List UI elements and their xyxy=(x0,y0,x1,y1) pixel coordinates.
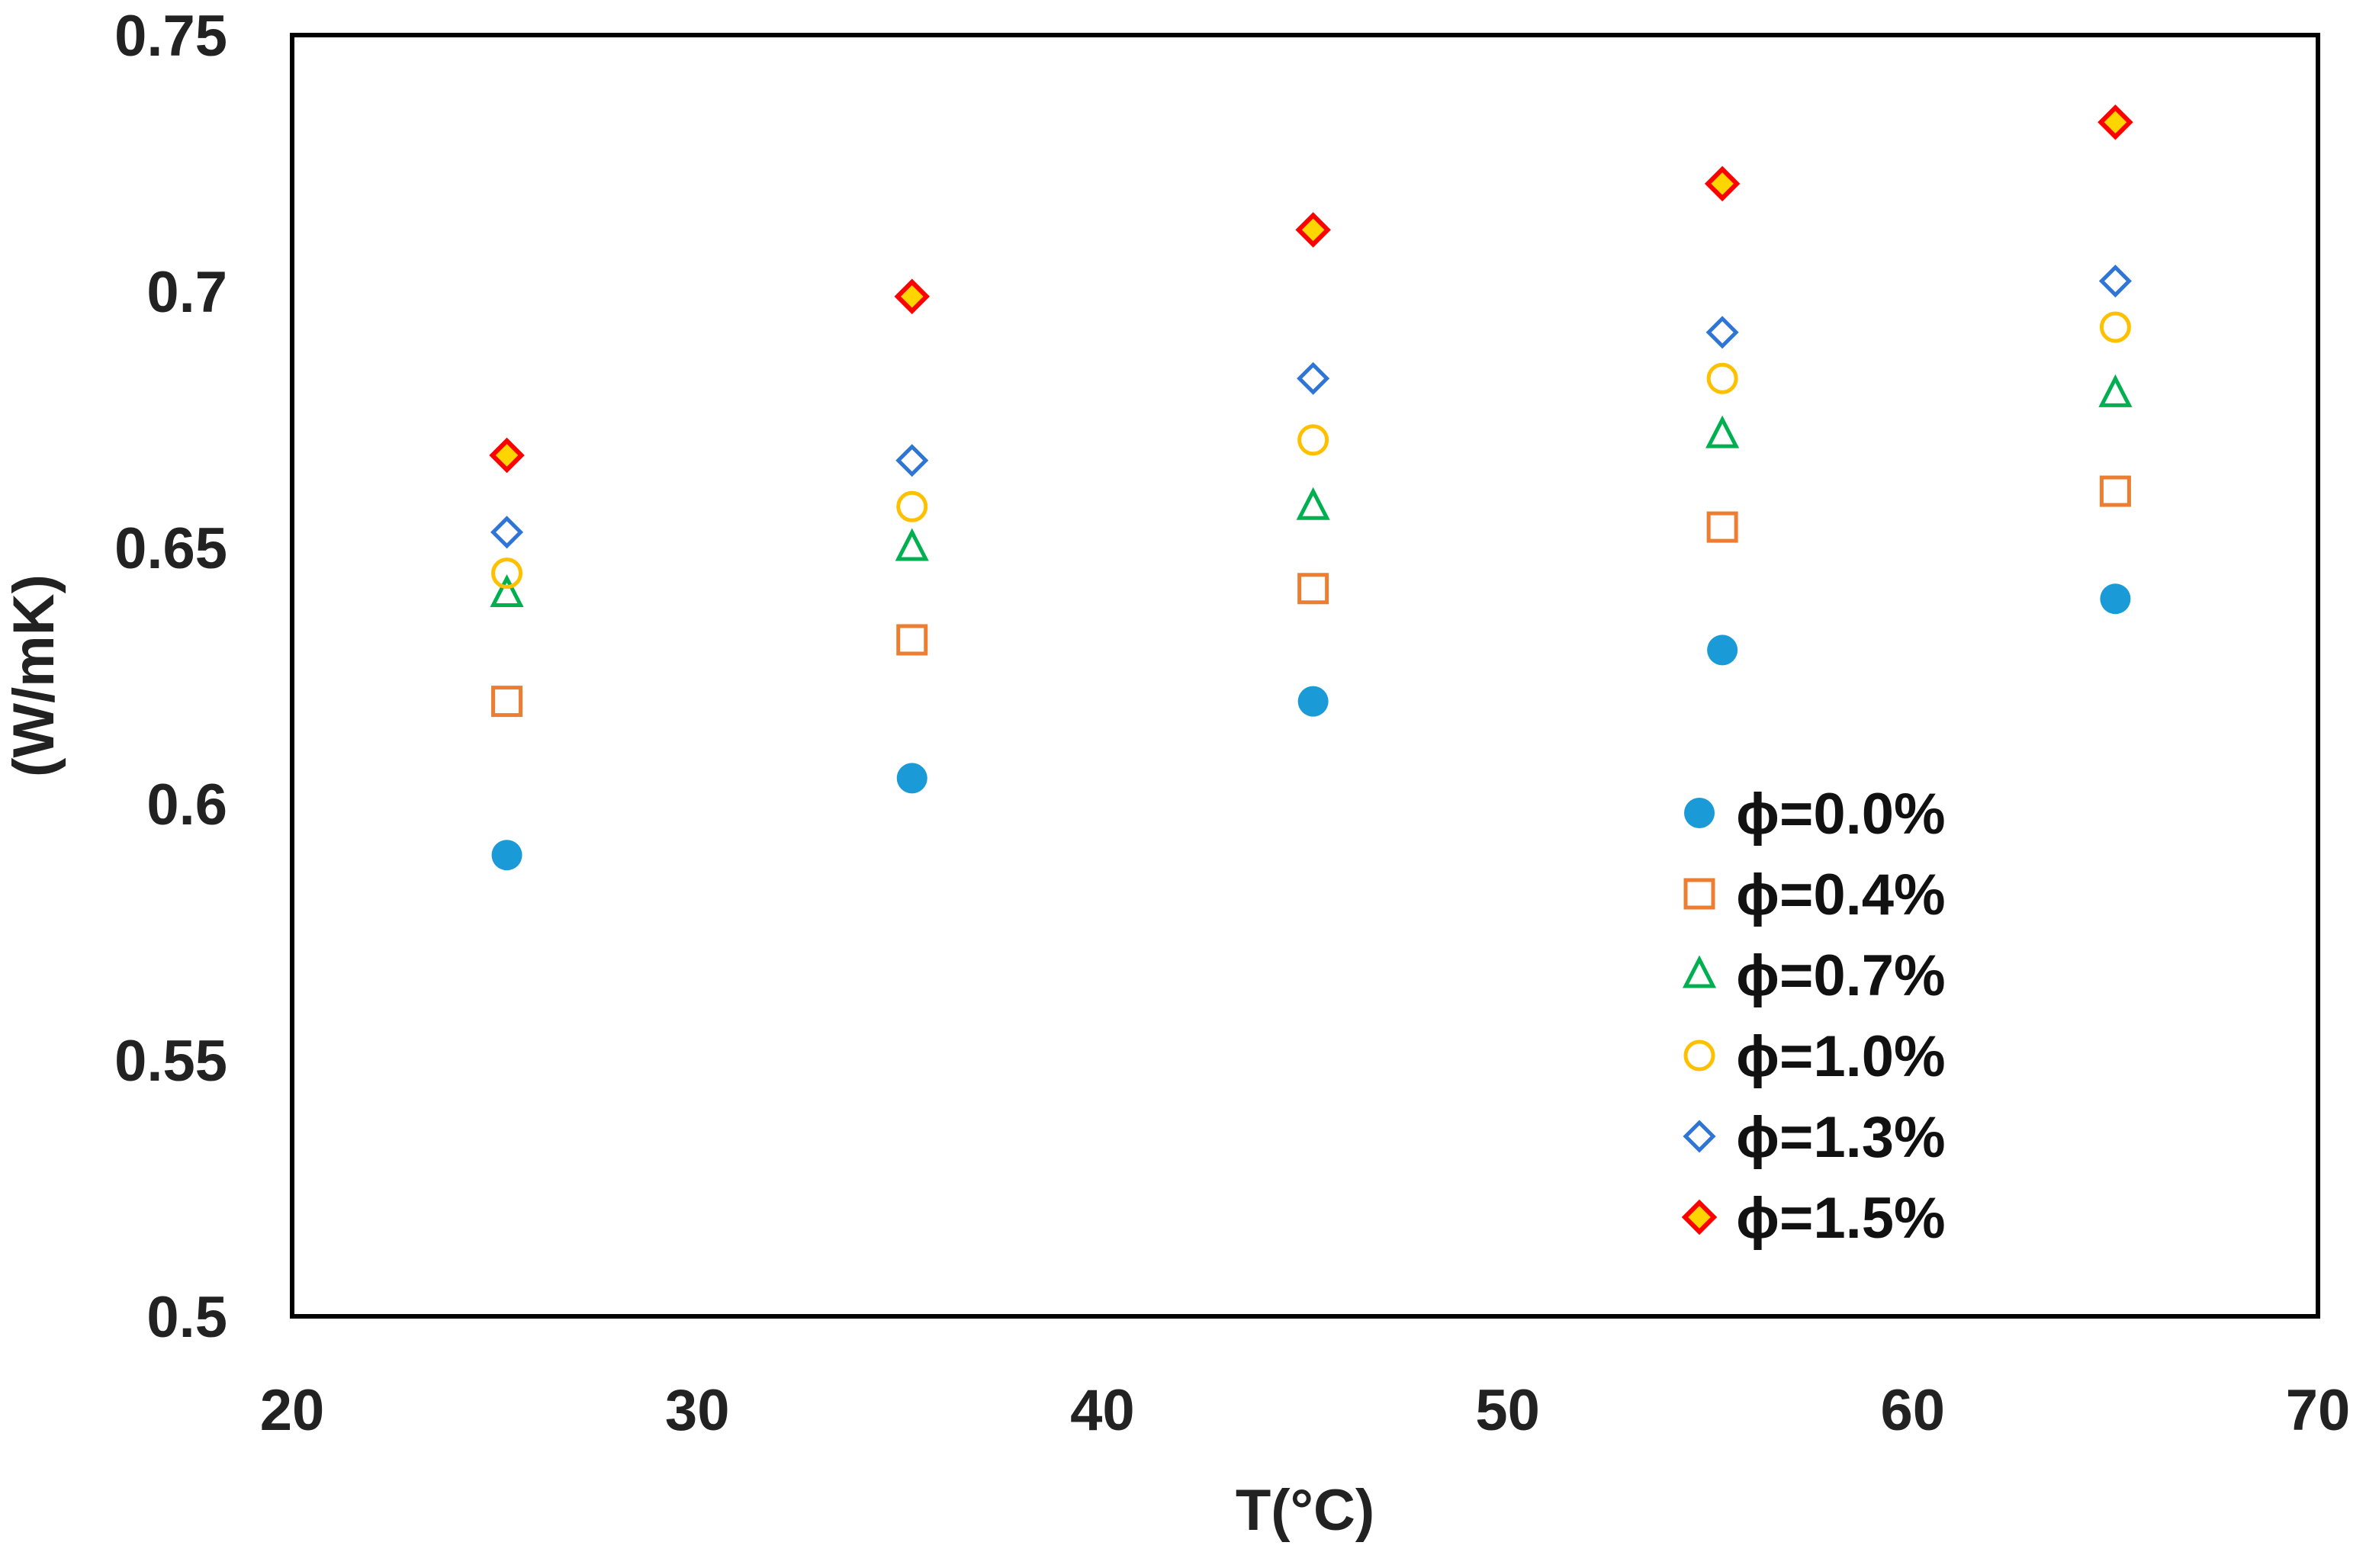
data-point xyxy=(2098,374,2133,407)
data-point xyxy=(895,444,929,477)
data-point xyxy=(2098,104,2133,140)
legend-marker xyxy=(1683,878,1715,910)
legend: ϕ=0.0% ϕ=0.4% ϕ=0.7% ϕ=1.0% ϕ=1.3% ϕ=1.5% xyxy=(1681,782,1946,1251)
data-point xyxy=(1297,573,1329,605)
y-tick-label: 0.55 xyxy=(114,1029,227,1094)
data-point xyxy=(489,437,525,474)
data-point xyxy=(491,557,523,590)
data-point xyxy=(2099,311,2131,343)
data-point xyxy=(1706,511,1738,543)
data-point xyxy=(1705,316,1739,349)
y-axis-title: (W/mK) xyxy=(2,574,66,777)
data-point xyxy=(1706,362,1738,394)
x-tick-label: 30 xyxy=(665,1378,730,1443)
y-tick-label: 0.6 xyxy=(146,773,227,837)
data-point xyxy=(894,278,930,314)
data-point xyxy=(491,686,523,718)
legend-label: ϕ=0.4% xyxy=(1736,863,1946,927)
legend-label: ϕ=1.0% xyxy=(1736,1024,1946,1089)
data-point xyxy=(896,490,928,522)
data-point xyxy=(1297,686,1329,717)
legend-marker xyxy=(1683,1039,1715,1072)
x-tick-label: 60 xyxy=(1881,1378,1946,1443)
data-point xyxy=(491,840,522,871)
x-tick-label: 50 xyxy=(1475,1378,1540,1443)
legend-marker xyxy=(1682,955,1717,988)
data-point xyxy=(1705,415,1740,448)
data-point xyxy=(490,574,524,607)
y-tick-label: 0.5 xyxy=(146,1285,227,1350)
x-tick-label: 70 xyxy=(2286,1378,2351,1443)
data-point xyxy=(1297,424,1329,456)
legend-label: ϕ=0.7% xyxy=(1736,943,1946,1008)
y-axis-tick-labels: 0.5 0.55 0.6 0.65 0.7 0.75 xyxy=(114,4,227,1350)
data-point xyxy=(2099,475,2131,507)
data-point xyxy=(490,516,524,549)
x-axis-tick-labels: 20 30 40 50 60 70 xyxy=(260,1378,2351,1443)
legend-marker xyxy=(1684,798,1715,828)
data-point xyxy=(1296,487,1330,520)
data-point xyxy=(2098,265,2132,298)
data-point xyxy=(1707,635,1738,666)
x-axis-title: T(°C) xyxy=(1236,1478,1374,1543)
data-point xyxy=(896,763,927,794)
legend-marker xyxy=(1683,1120,1716,1153)
plot-frame xyxy=(290,33,2320,1319)
y-tick-label: 0.65 xyxy=(114,516,227,581)
x-tick-label: 40 xyxy=(1070,1378,1135,1443)
data-point xyxy=(1297,361,1330,395)
data-point xyxy=(2100,583,2131,615)
legend-label: ϕ=0.0% xyxy=(1736,782,1946,847)
data-point xyxy=(895,528,929,561)
data-point xyxy=(1704,165,1741,202)
y-tick-label: 0.75 xyxy=(114,4,227,69)
data-point xyxy=(1295,212,1331,248)
legend-label: ϕ=1.5% xyxy=(1736,1186,1946,1251)
data-points xyxy=(489,104,2133,871)
y-tick-label: 0.7 xyxy=(146,260,227,325)
data-point xyxy=(896,624,928,656)
x-tick-label: 20 xyxy=(260,1378,325,1443)
legend-label: ϕ=1.3% xyxy=(1736,1105,1946,1170)
legend-marker xyxy=(1681,1199,1718,1235)
